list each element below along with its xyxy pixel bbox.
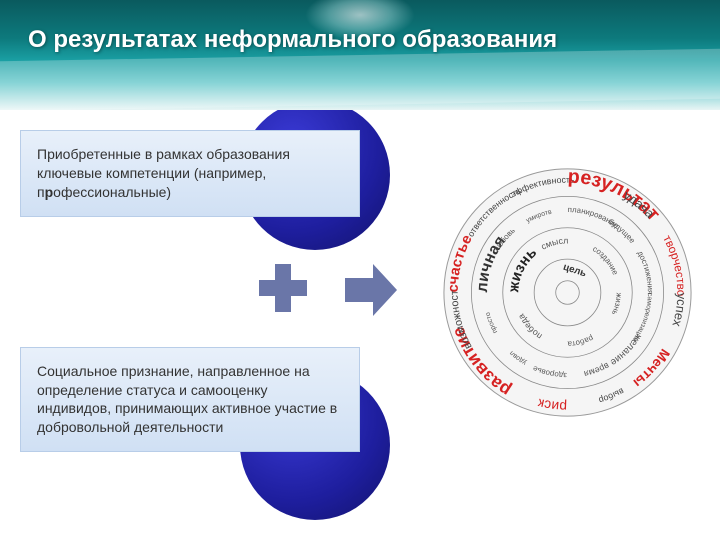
textbox-social: Социальное признание, направленное на оп…	[20, 347, 360, 453]
tb1-line1: Приобретенные в рамках образования	[37, 146, 290, 162]
tb1-line3b: р	[45, 184, 54, 200]
slide-content: Приобретенные в рамках образования ключе…	[0, 110, 720, 540]
tb1-line3c: офессиональные)	[53, 184, 171, 200]
plus-icon	[255, 260, 311, 316]
textbox-competencies: Приобретенные в рамках образования ключе…	[20, 130, 360, 217]
tb1-line2: ключевые компетенции (например,	[37, 165, 266, 181]
tb1-line3a: п	[37, 184, 45, 200]
arrow-right-icon	[340, 260, 400, 320]
word-wheel: счастьеответственностьэффективностьрезул…	[440, 165, 695, 420]
slide-title: О результатах неформального образования	[28, 26, 557, 54]
slide-header: О результатах неформального образования	[0, 0, 720, 110]
